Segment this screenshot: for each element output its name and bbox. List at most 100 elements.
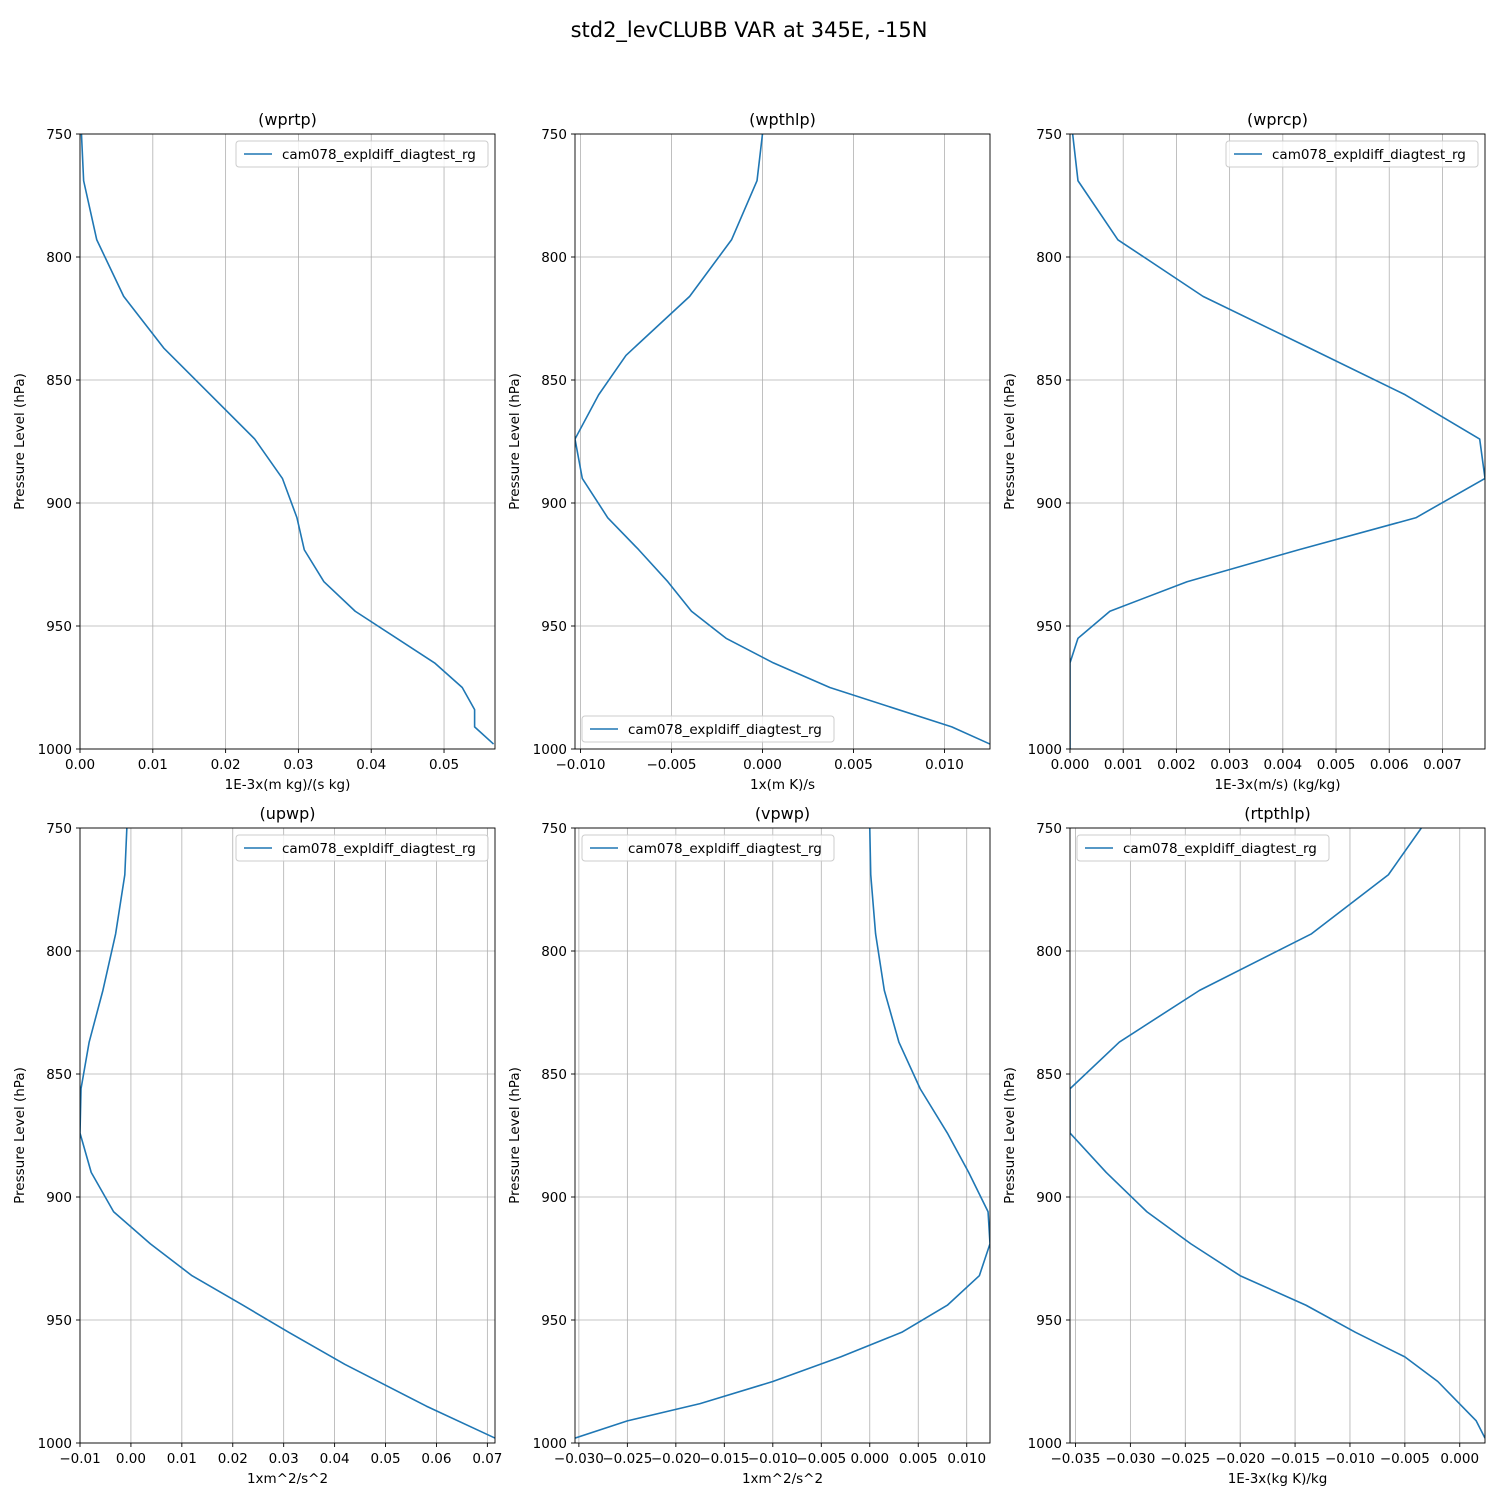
legend-label: cam078_expldiff_diagtest_rg: [282, 147, 476, 163]
panel-5: −0.035 −0.030 −0.025 −0.020 −0.015 −0.010 −0.0…: [1002, 804, 1486, 1487]
y-tick-label: 1000: [38, 742, 72, 758]
x-tick-label: 0.02: [218, 1451, 248, 1467]
x-tick-label: −0.015: [1270, 1451, 1320, 1467]
panel-2: 0.000 0.001 0.002 0.003 0.004 0.005 0.006 0.007…: [1002, 110, 1486, 793]
y-tick-label: 850: [541, 1067, 567, 1083]
y-tick-label: 750: [541, 127, 567, 143]
legend: cam078_expldiff_diagtest_rg: [581, 715, 835, 743]
legend-box: [581, 715, 835, 743]
x-tick-label: 0.01: [167, 1451, 197, 1467]
legend-box: [235, 140, 489, 168]
legend: cam078_expldiff_diagtest_rg: [235, 140, 489, 168]
x-axis-label: 1E-3x(m/s) (kg/kg): [1215, 777, 1341, 793]
x-tick-label: −0.01: [59, 1451, 100, 1467]
y-tick-label: 850: [46, 1067, 72, 1083]
legend-label: cam078_expldiff_diagtest_rg: [628, 841, 822, 857]
y-tick-label: 1000: [1028, 1436, 1062, 1452]
legend: cam078_expldiff_diagtest_rg: [581, 834, 835, 862]
y-tick-label: 850: [541, 373, 567, 389]
legend-label: cam078_expldiff_diagtest_rg: [1123, 841, 1317, 857]
legend: cam078_expldiff_diagtest_rg: [1225, 140, 1479, 168]
y-tick-label: 950: [541, 1313, 567, 1329]
figure-title: std2_levCLUBB VAR at 345E, -15N: [571, 18, 928, 43]
y-tick-label: 850: [1036, 1067, 1062, 1083]
x-tick-label: 0.000: [1440, 1451, 1479, 1467]
legend: cam078_expldiff_diagtest_rg: [235, 834, 489, 862]
y-axis-label: Pressure Level (hPa): [12, 373, 28, 510]
x-tick-label: −0.010: [1325, 1451, 1375, 1467]
y-tick-label: 750: [1036, 127, 1062, 143]
x-tick-label: 0.006: [1370, 757, 1409, 773]
x-tick-label: 0.005: [899, 1451, 938, 1467]
series-line: [575, 828, 990, 1439]
panel-0: 0.00 0.01 0.02 0.03 0.04 0.05 750 800 850 900 950 1…: [12, 110, 496, 793]
x-tick-label: 0.001: [1104, 757, 1143, 773]
x-tick-label: 0.005: [1317, 757, 1356, 773]
legend: cam078_expldiff_diagtest_rg: [1076, 834, 1330, 862]
x-tick-label: 0.04: [356, 757, 386, 773]
y-axis-label: Pressure Level (hPa): [1002, 373, 1018, 510]
axes-frame: [1069, 827, 1486, 1444]
x-tick-label: 0.05: [429, 757, 459, 773]
x-tick-label: 0.01: [138, 757, 168, 773]
x-tick-label: 0.005: [834, 757, 873, 773]
y-tick-label: 950: [46, 619, 72, 635]
series-line: [80, 134, 495, 745]
y-tick-label: 900: [1036, 496, 1062, 512]
legend-box: [1225, 140, 1479, 168]
y-tick-label: 850: [1036, 373, 1062, 389]
x-tick-label: −0.035: [1051, 1451, 1101, 1467]
x-tick-label: 0.06: [421, 1451, 451, 1467]
y-tick-label: 950: [46, 1313, 72, 1329]
x-tick-label: 0.04: [320, 1451, 350, 1467]
axes-frame: [1069, 133, 1486, 750]
series-line: [1070, 134, 1485, 749]
y-tick-label: 900: [541, 1190, 567, 1206]
x-tick-label: −0.005: [646, 757, 696, 773]
x-tick-label: −0.025: [1160, 1451, 1210, 1467]
x-tick-label: −0.015: [699, 1451, 749, 1467]
y-tick-label: 750: [541, 821, 567, 837]
x-tick-label: 0.002: [1157, 757, 1196, 773]
axes-frame: [574, 133, 991, 750]
y-axis-label: Pressure Level (hPa): [507, 1067, 523, 1204]
x-tick-label: 0.003: [1210, 757, 1249, 773]
y-tick-label: 950: [541, 619, 567, 635]
y-axis-label: Pressure Level (hPa): [507, 373, 523, 510]
x-axis-label: 1xm^2/s^2: [247, 1471, 328, 1487]
y-tick-label: 750: [46, 821, 72, 837]
x-tick-label: 0.007: [1423, 757, 1462, 773]
y-tick-label: 1000: [533, 1436, 567, 1452]
panel-title: (vpwp): [755, 804, 810, 823]
axes-frame: [574, 827, 991, 1444]
x-tick-label: 0.000: [850, 1451, 889, 1467]
legend-box: [581, 834, 835, 862]
y-tick-label: 800: [46, 944, 72, 960]
y-tick-label: 900: [46, 496, 72, 512]
x-tick-label: −0.020: [651, 1451, 701, 1467]
y-tick-label: 1000: [1028, 742, 1062, 758]
y-tick-label: 800: [46, 250, 72, 266]
x-tick-label: −0.030: [1105, 1451, 1155, 1467]
x-tick-label: 0.03: [283, 757, 313, 773]
y-tick-label: 800: [541, 944, 567, 960]
panel-1: −0.010 −0.005 0.000 0.005 0.010 750 800 850 900 9…: [507, 110, 991, 793]
x-axis-label: 1x(m K)/s: [750, 777, 815, 793]
y-axis-label: Pressure Level (hPa): [1002, 1067, 1018, 1204]
x-tick-label: 0.004: [1263, 757, 1302, 773]
series-line: [575, 134, 990, 745]
x-tick-label: 0.010: [925, 757, 964, 773]
x-tick-label: −0.010: [555, 757, 605, 773]
panel-title: (wprtp): [258, 110, 317, 129]
y-tick-label: 800: [1036, 250, 1062, 266]
x-tick-label: −0.005: [796, 1451, 846, 1467]
legend-box: [1076, 834, 1330, 862]
y-tick-label: 1000: [38, 1436, 72, 1452]
x-tick-label: 0.010: [947, 1451, 986, 1467]
panel-3: −0.01 0.00 0.01 0.02 0.03 0.04 0.05 0.06 0.07 750…: [12, 804, 502, 1487]
y-tick-label: 1000: [533, 742, 567, 758]
y-tick-label: 900: [1036, 1190, 1062, 1206]
series-line: [1070, 828, 1485, 1439]
x-tick-label: 0.07: [472, 1451, 502, 1467]
panel-title: (rtpthlp): [1244, 804, 1311, 823]
